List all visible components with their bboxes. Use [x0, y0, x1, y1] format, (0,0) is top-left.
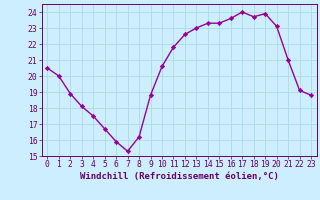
X-axis label: Windchill (Refroidissement éolien,°C): Windchill (Refroidissement éolien,°C) [80, 172, 279, 181]
